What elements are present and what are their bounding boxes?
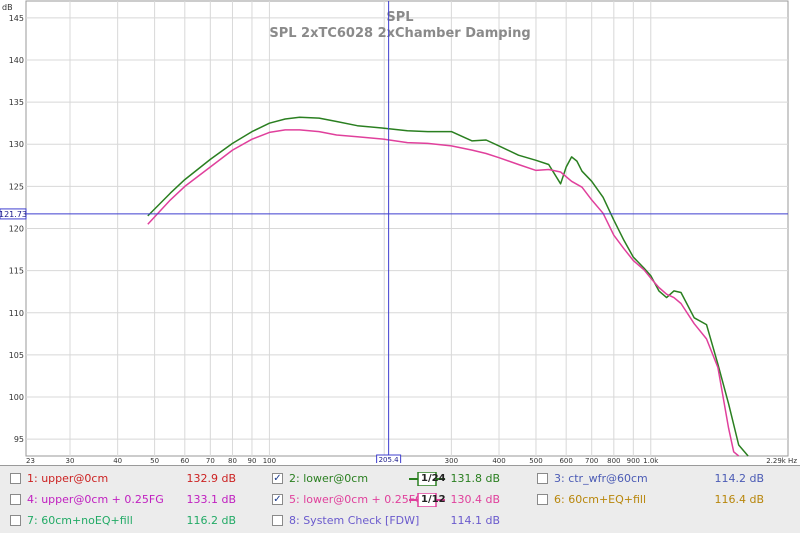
chart-subtitle: SPL 2xTC6028 2xChamber Damping bbox=[269, 26, 530, 41]
measurement-value: 133.1 dB bbox=[186, 493, 236, 506]
smoothing-label: 1/24 bbox=[421, 473, 446, 484]
measurement-visibility-checkbox[interactable]: ✓ bbox=[272, 494, 283, 505]
measurement-label[interactable]: 4: upper@0cm + 0.25FG bbox=[27, 493, 164, 506]
x-tick-label: 400 bbox=[492, 457, 505, 463]
legend-entry[interactable]: ✓ 5: lower@0cm + 0.25FG 1/12 130.4 dB bbox=[0, 490, 800, 510]
measurement-value: 116.4 dB bbox=[714, 493, 764, 506]
chart-title: SPL bbox=[386, 10, 413, 25]
measurement-label[interactable]: 7: 60cm+noEQ+fill bbox=[27, 514, 133, 527]
x-tick-label: 700 bbox=[585, 457, 598, 463]
measurement-value: 114.2 dB bbox=[714, 472, 764, 485]
x-tick-label: 300 bbox=[445, 457, 458, 463]
smoothing-indicator[interactable]: 1/24 bbox=[409, 472, 446, 486]
measurement-value: 116.2 dB bbox=[186, 514, 236, 527]
smoothing-label: 1/12 bbox=[421, 494, 446, 505]
x-tick-label: 900 bbox=[627, 457, 640, 463]
smoothing-line-icon bbox=[409, 493, 445, 507]
measurement-value: 132.9 dB bbox=[186, 472, 236, 485]
measurement-label[interactable]: 6: 60cm+EQ+fill bbox=[554, 493, 647, 506]
measurement-label[interactable]: 5: lower@0cm + 0.25FG bbox=[289, 493, 424, 506]
grid bbox=[26, 1, 788, 456]
legend-entry[interactable]: 4: upper@0cm + 0.25FG 133.1 dB bbox=[0, 490, 800, 510]
legend-row: 7: 60cm+noEQ+fill 116.2 dB 8: System Check… bbox=[0, 511, 800, 531]
y-tick-label: 140 bbox=[9, 56, 24, 65]
measurement-visibility-checkbox[interactable]: ✓ bbox=[272, 473, 283, 484]
measurement-visibility-checkbox[interactable] bbox=[10, 473, 21, 484]
series-line-1 bbox=[147, 116, 749, 457]
legend-row: 1: upper@0cm 132.9 dB ✓ 2: lower@0cm 1/24 131… bbox=[0, 469, 800, 489]
cursor-y-readout: 121.73 bbox=[0, 210, 27, 219]
cursor-x-readout-box bbox=[376, 454, 402, 463]
measurement-label[interactable]: 8: System Check [FDW] bbox=[289, 514, 420, 527]
measurement-visibility-checkbox[interactable] bbox=[272, 515, 283, 526]
legend-row: 4: upper@0cm + 0.25FG 133.1 dB ✓ 5: lower@0… bbox=[0, 490, 800, 510]
y-tick-label: 125 bbox=[9, 182, 24, 191]
measurement-value: 114.1 dB bbox=[450, 514, 500, 527]
cursor-y-readout-box bbox=[0, 208, 27, 220]
legend-entry[interactable]: 6: 60cm+EQ+fill 116.4 dB bbox=[0, 490, 800, 510]
x-tick-label: 30 bbox=[66, 457, 75, 463]
x-tick-label: 2.29k Hz bbox=[766, 457, 797, 463]
crosshair-cursor[interactable]: 121.73 205.4 bbox=[0, 1, 788, 463]
y-tick-label: 110 bbox=[9, 309, 24, 318]
measurement-visibility-checkbox[interactable] bbox=[10, 494, 21, 505]
y-tick-label: 100 bbox=[9, 393, 24, 402]
series-line-2 bbox=[147, 129, 740, 457]
series-group bbox=[147, 116, 749, 457]
x-tick-label: 50 bbox=[150, 457, 159, 463]
cursor-x-readout: 205.4 bbox=[379, 456, 400, 463]
smoothing-indicator[interactable]: 1/12 bbox=[409, 493, 446, 507]
x-tick-label: 1.0k bbox=[643, 457, 659, 463]
measurement-value: 130.4 dB bbox=[450, 493, 500, 506]
x-tick-label: 500 bbox=[529, 457, 542, 463]
y-tick-label: 120 bbox=[9, 225, 24, 234]
y-axis-label: dB bbox=[2, 3, 13, 12]
measurement-visibility-checkbox[interactable] bbox=[537, 473, 548, 484]
measurement-visibility-checkbox[interactable] bbox=[10, 515, 21, 526]
legend-entry[interactable]: 7: 60cm+noEQ+fill 116.2 dB bbox=[0, 511, 800, 531]
x-tick-label: 80 bbox=[228, 457, 237, 463]
smoothing-line-icon bbox=[409, 472, 445, 486]
x-tick-label: 23 bbox=[26, 457, 35, 463]
y-axis-ticks: 95 100 105 110 115 120 125 130 135 140 145 bbox=[9, 14, 24, 444]
x-tick-label: 70 bbox=[206, 457, 215, 463]
y-tick-label: 145 bbox=[9, 14, 24, 23]
y-tick-label: 105 bbox=[9, 351, 24, 360]
x-tick-label: 800 bbox=[607, 457, 620, 463]
legend-entry[interactable]: 8: System Check [FDW] 114.1 dB bbox=[0, 511, 800, 531]
x-tick-label: 60 bbox=[180, 457, 189, 463]
y-tick-label: 130 bbox=[9, 140, 24, 149]
x-tick-label: 600 bbox=[559, 457, 572, 463]
x-tick-label: 90 bbox=[248, 457, 257, 463]
legend-entry[interactable]: ✓ 2: lower@0cm 1/24 131.8 dB bbox=[0, 469, 800, 489]
x-axis-ticks: 2330405060708090100200300400500600700800… bbox=[26, 457, 797, 463]
y-tick-label: 115 bbox=[9, 267, 24, 276]
x-tick-label: 100 bbox=[263, 457, 276, 463]
legend-panel: 1: upper@0cm 132.9 dB ✓ 2: lower@0cm 1/24 131… bbox=[0, 465, 800, 533]
measurement-visibility-checkbox[interactable] bbox=[537, 494, 548, 505]
y-tick-label: 135 bbox=[9, 98, 24, 107]
measurement-label[interactable]: 2: lower@0cm bbox=[289, 472, 369, 485]
y-tick-label: 95 bbox=[14, 435, 24, 444]
measurement-value: 131.8 dB bbox=[450, 472, 500, 485]
legend-entry[interactable]: 1: upper@0cm 132.9 dB bbox=[0, 469, 800, 489]
spl-chart[interactable]: 95 100 105 110 115 120 125 130 135 140 145 23 30 40 5… bbox=[0, 0, 800, 463]
legend-entry[interactable]: 3: ctr_wfr@60cm 114.2 dB bbox=[0, 469, 800, 489]
x-tick-label: 40 bbox=[113, 457, 122, 463]
measurement-label[interactable]: 3: ctr_wfr@60cm bbox=[554, 472, 648, 485]
measurement-label[interactable]: 1: upper@0cm bbox=[27, 472, 109, 485]
